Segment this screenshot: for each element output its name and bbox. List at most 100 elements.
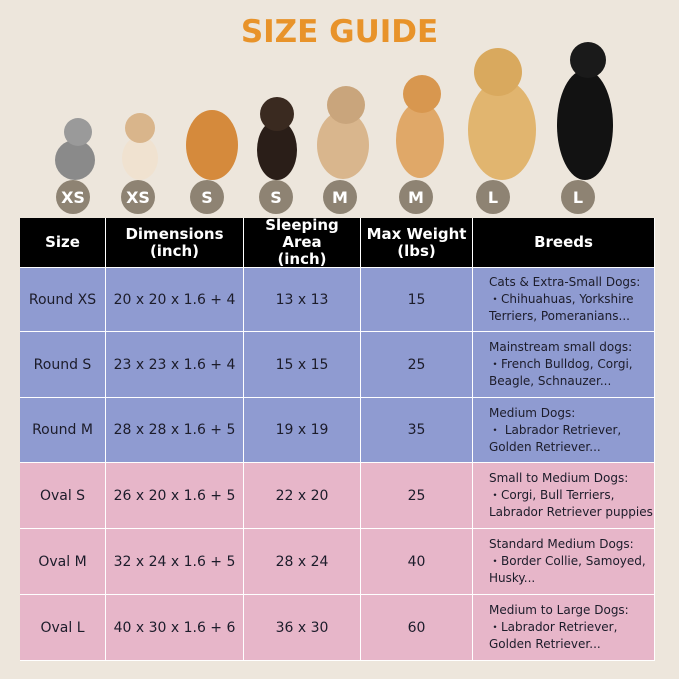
text-line: 25 [407,356,426,373]
table-cell: 26 x 20 x 1.6 + 5 [106,463,244,529]
breeds-cell: Cats & Extra-Small Dogs: ・Chihuahuas, Yor… [473,268,655,332]
text-line: Dimensions [125,224,224,243]
text-line: Sleeping Area [265,216,339,251]
text-line: Standard Medium Dogs: [489,537,634,551]
header-cell: Max Weight (lbs) [361,218,473,268]
header-cell: Breeds [473,218,655,268]
title: SIZE GUIDE [240,14,439,50]
table-cell: Oval S [20,463,106,529]
text-line: Husky... [489,571,536,585]
table-cell: Oval M [20,529,106,595]
text-line: ・Labrador Retriever, [489,620,618,634]
breeds-cell: Mainstream small dogs: ・French Bulldog, C… [473,332,655,398]
badge [121,180,155,214]
pinscher [257,97,297,180]
pomeranian [186,110,238,180]
badge [561,180,595,214]
text-line: 19 x 19 [275,422,329,438]
badge [399,180,433,214]
text-line: (inch) [149,241,200,260]
table-cell: 28 x 24 [244,529,361,595]
text-line: Golden Retriever... [489,439,601,454]
table-cell: 40 x 30 x 1.6 + 6 [106,595,244,661]
header-cell: Sleeping Area (inch) [244,216,361,268]
badge-label: XS [126,188,150,207]
table-cell: 60 [361,595,473,661]
table-cell: 15 [361,268,473,332]
table-cell: 25 [361,463,473,529]
text-line: 13 x 13 [275,291,329,308]
chihuahua [122,113,158,180]
text-line: 20 x 20 x 1.6 + 4 [113,291,236,308]
text-line: (inch) [277,250,327,268]
badge [476,180,510,214]
text-line: Oval M [38,553,87,570]
breeds-cell: Small to Medium Dogs: ・Corgi, Bull Terrie… [473,463,655,529]
shepherd [557,42,613,180]
french-bulldog [317,86,369,179]
text-line: Medium to Large Dogs: [489,603,629,617]
text-line: Medium Dogs: [489,405,576,420]
text-line: Labrador Retriever puppies [489,505,653,519]
text-line: 25 [407,487,426,504]
text-line: 28 x 28 x 1.6 + 5 [113,422,236,438]
text-line: Mainstream small dogs: [489,340,633,354]
badge-label: L [488,188,498,207]
text-line: 40 x 30 x 1.6 + 6 [113,619,236,636]
badge-label: M [408,188,424,207]
text-line: 15 x 15 [275,356,329,373]
text-line: ・Chihuahuas, Yorkshire [489,292,634,306]
shiba [396,75,444,178]
text-line: Cats & Extra-Small Dogs: [489,275,641,289]
badge [56,180,90,214]
text-line: Size [45,233,80,251]
table-cell: 15 x 15 [244,332,361,398]
badge [323,180,357,214]
text-line: ・French Bulldog, Corgi, [489,357,633,371]
badge [190,180,224,214]
text-line: Max Weight [366,224,467,243]
text-line: 23 x 23 x 1.6 + 4 [113,356,236,373]
text-line: Round S [33,356,92,373]
table-cell: 13 x 13 [244,268,361,332]
text-line: 40 [407,553,426,570]
text-line: Small to Medium Dogs: [489,471,629,485]
text-line: 28 x 24 [275,553,329,570]
text-line: ・Corgi, Bull Terriers, [489,488,615,502]
table-cell: 40 [361,529,473,595]
text-line: 32 x 24 x 1.6 + 5 [113,553,236,570]
cat [55,118,95,180]
badge-label: S [201,188,213,207]
text-line: (lbs) [397,241,436,260]
badge-label: S [270,188,282,207]
table-cell: 36 x 30 [244,595,361,661]
table-cell: 25 [361,332,473,398]
text-line: Terriers, Pomeranians... [489,309,630,323]
text-line: Beagle, Schnauzer... [489,374,612,388]
badge-label: M [332,188,348,207]
text-line: Round M [32,422,93,438]
breeds-cell: Medium Dogs: ・ Labrador Retriever, Golden … [473,398,655,463]
table-cell: 23 x 23 x 1.6 + 4 [106,332,244,398]
badge-label: XS [61,188,85,207]
table-cell: Oval L [20,595,106,661]
text-line: ・ Labrador Retriever, [489,422,622,437]
text-line: ・Border Collie, Samoyed, [489,554,646,568]
table-cell: 19 x 19 [244,398,361,463]
breeds-cell: Medium to Large Dogs: ・Labrador Retriever… [473,595,655,661]
table-cell: Round M [20,398,106,463]
badge [259,180,293,214]
header-cell: Dimensions (inch) [106,218,244,268]
text-line: 36 x 30 [275,619,329,636]
text-line: 60 [407,619,426,636]
table-cell: 22 x 20 [244,463,361,529]
size-badges: XS XS S S M M L L [56,180,595,214]
text-line: 15 [407,291,426,308]
table-cell: 20 x 20 x 1.6 + 4 [106,268,244,332]
text-line: 22 x 20 [275,487,329,504]
text-line: Breeds [534,233,593,251]
header-cell: Size [20,218,106,268]
breeds-cell: Standard Medium Dogs: ・Border Collie, Sam… [473,529,655,595]
text-line: Oval S [39,487,86,504]
